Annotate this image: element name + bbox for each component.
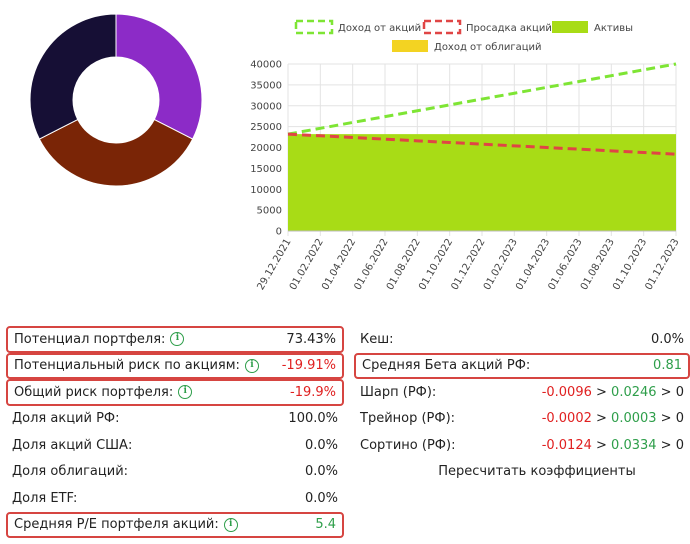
stat-row-share-us: Доля акций США: 0.0% (6, 432, 344, 459)
info-icon[interactable]: i (223, 517, 238, 532)
x-tick-label: 01.04.2022 (320, 237, 358, 292)
stat-value: 5.4 (315, 517, 336, 533)
series-line-stock-income (287, 62, 677, 136)
donut-segment-brown[interactable] (38, 118, 194, 187)
donut-segment-navy[interactable] (29, 13, 117, 140)
y-tick-label: 5000 (257, 206, 282, 217)
stat-row-sharpe: Шарп (РФ): -0.0096 > 0.0246 > 0 (354, 379, 690, 406)
recalculate-ratios-button[interactable]: Пересчитать коэффициенты (438, 463, 636, 479)
stat-label: Доля акций РФ: (12, 411, 120, 427)
x-tick-label: 01.02.2022 (288, 237, 326, 292)
x-tick-label: 01.06.2023 (546, 237, 584, 292)
info-icon[interactable]: i (178, 385, 193, 400)
donut-segment-purple[interactable] (115, 13, 203, 140)
y-tick-label: 40000 (250, 60, 282, 71)
y-tick-label: 15000 (250, 164, 282, 175)
x-tick-label: 01.10.2022 (417, 237, 455, 292)
stat-value: 0.0% (650, 331, 684, 347)
stat-row-share-etf: Доля ETF: 0.0% (6, 485, 344, 512)
stat-label: Средняя Бета акций РФ: (362, 358, 531, 374)
legend-item[interactable]: Просадка акций (422, 19, 552, 35)
y-tick-label: 25000 (250, 122, 282, 133)
x-tick-label: 29.12.2021 (255, 237, 293, 292)
info-icon[interactable]: i (244, 358, 259, 373)
y-tick-label: 35000 (250, 80, 282, 91)
legend-swatch (552, 21, 588, 33)
x-tick-label: 01.08.2022 (385, 237, 423, 292)
stat-value: -0.0002 > 0.0003 > 0 (541, 411, 684, 427)
stat-label: Шарп (РФ): (360, 384, 437, 400)
legend-label: Доход от облигаций (434, 42, 542, 53)
x-tick-label: 01.10.2023 (611, 237, 649, 292)
series-line-stock-drawdown (287, 132, 677, 156)
portfolio-projection-chart: Доход от акций Просадка акций Активы Доход … (250, 19, 682, 292)
legend-item[interactable]: Активы (552, 21, 633, 34)
y-tick-label: 0 (276, 227, 282, 238)
x-tick-label: 01.12.2023 (643, 237, 681, 292)
stat-value: 100.0% (288, 411, 338, 427)
stat-value: 0.0% (304, 464, 338, 480)
info-icon[interactable]: i (170, 332, 185, 347)
stat-row-pe: Средняя P/E портфеля акций: i 5.4 (6, 511, 344, 538)
stat-row-total-risk: Общий риск портфеля: i -19.9% (6, 379, 344, 406)
stat-row-treynor: Трейнор (РФ): -0.0002 > 0.0003 > 0 (354, 406, 690, 433)
legend-swatch (294, 19, 334, 35)
chart-legend: Доход от акций Просадка акций Активы Доход … (294, 19, 633, 53)
stat-value: 0.0% (304, 490, 338, 506)
stat-value: 73.43% (286, 331, 336, 347)
stat-label: Общий риск портфеля: (14, 384, 174, 400)
legend-label: Просадка акций (466, 23, 552, 34)
legend-label: Активы (594, 23, 633, 34)
stat-label: Потенциал портфеля: (14, 331, 166, 347)
portfolio-stats-right: Кеш: 0.0% Средняя Бета акций РФ: 0.81 Ша… (354, 326, 690, 485)
x-tick-label: 01.06.2022 (352, 237, 390, 292)
stat-label: Средняя P/E портфеля акций: (14, 517, 219, 533)
stat-row-stock-risk: Потенциальный риск по акциям: i -19.91% (6, 352, 344, 379)
stat-value: -0.0124 > 0.0334 > 0 (541, 437, 684, 453)
y-tick-label: 10000 (250, 185, 282, 196)
stat-label: Доля облигаций: (12, 464, 129, 480)
stat-value: -0.0096 > 0.0246 > 0 (541, 384, 684, 400)
stat-row-share-ru: Доля акций РФ: 100.0% (6, 406, 344, 433)
y-tick-label: 30000 (250, 101, 282, 112)
stat-label: Сортино (РФ): (360, 437, 456, 453)
stat-value: -19.9% (290, 384, 336, 400)
x-tick-label: 01.02.2023 (482, 237, 520, 292)
portfolio-stats-left: Потенциал портфеля: i 73.43% Потенциальны… (6, 326, 344, 538)
stat-row-beta: Средняя Бета акций РФ: 0.81 (354, 352, 690, 379)
x-tick-label: 01.08.2023 (579, 237, 617, 292)
stat-row-potential: Потенциал портфеля: i 73.43% (6, 326, 344, 353)
stat-row-share-bonds: Доля облигаций: 0.0% (6, 459, 344, 486)
legend-swatch (392, 40, 428, 52)
stat-value: 0.81 (653, 358, 682, 374)
stat-row-cash: Кеш: 0.0% (354, 326, 690, 353)
stat-label: Потенциальный риск по акциям: (14, 358, 240, 374)
legend-item[interactable]: Доход от облигаций (392, 40, 542, 53)
x-tick-labels: 29.12.202101.02.202201.04.202201.06.2022… (255, 237, 681, 292)
y-tick-label: 20000 (250, 143, 282, 154)
stat-row-sortino: Сортино (РФ): -0.0124 > 0.0334 > 0 (354, 432, 690, 459)
stat-label: Доля ETF: (12, 490, 78, 506)
legend-label: Доход от акций (338, 23, 421, 34)
series-area-assets (288, 134, 676, 231)
legend-swatch (422, 19, 462, 35)
stat-label: Трейнор (РФ): (360, 411, 456, 427)
stat-label: Доля акций США: (12, 437, 133, 453)
allocation-donut-chart (29, 13, 203, 187)
x-tick-label: 01.04.2023 (514, 237, 552, 292)
legend-item[interactable]: Доход от акций (294, 19, 421, 35)
stat-value: -19.91% (281, 358, 336, 374)
stat-value: 0.0% (304, 437, 338, 453)
x-tick-label: 01.12.2022 (449, 237, 487, 292)
stat-label: Кеш: (360, 331, 394, 347)
